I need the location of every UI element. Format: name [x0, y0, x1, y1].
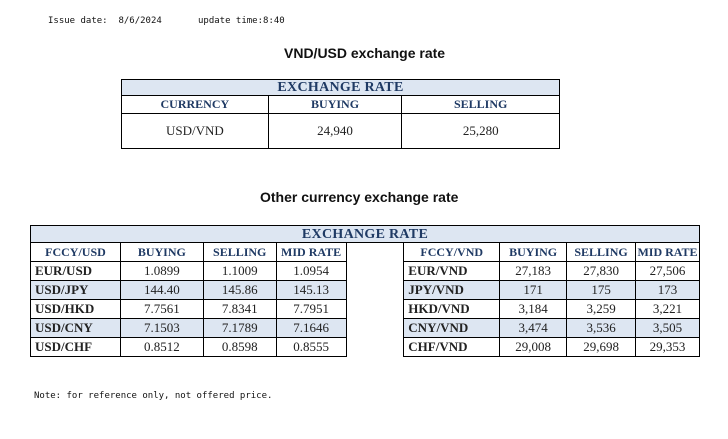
vnd-usd-title: VND/USD exchange rate [284, 45, 446, 61]
pair-cell: EUR/VND [403, 261, 501, 281]
pair-cell: HKD/VND [403, 299, 501, 319]
selling-cell: 7.1789 [202, 318, 277, 338]
buying-cell: 27,183 [499, 261, 568, 281]
mid-rate-cell: 0.8555 [275, 337, 347, 357]
col-left-buying: BUYING [119, 242, 204, 262]
table-row: USD/HKD 7.7561 7.8341 7.7951 HKD/VND 3,1… [30, 299, 700, 319]
other-rate-title: Other currency exchange rate [260, 189, 459, 205]
usd-vnd-selling: 25,280 [401, 113, 560, 149]
mid-rate-cell: 3,221 [635, 299, 700, 319]
selling-cell: 175 [566, 280, 637, 300]
pair-cell: EUR/USD [30, 261, 121, 281]
selling-cell: 29,698 [566, 337, 637, 357]
col-selling: SELLING [401, 95, 560, 114]
pair-cell: USD/CHF [30, 337, 121, 357]
mid-rate-cell: 29,353 [635, 337, 700, 357]
col-right-buying: BUYING [499, 242, 568, 262]
col-right-mid-rate: MID RATE [635, 242, 700, 262]
buying-cell: 7.1503 [119, 318, 204, 338]
mid-rate-cell: 3,505 [635, 318, 700, 338]
usd-vnd-buying: 24,940 [267, 113, 403, 149]
col-fccy-vnd: FCCY/VND [403, 242, 501, 262]
selling-cell: 27,830 [566, 261, 637, 281]
mid-rate-cell: 1.0954 [275, 261, 347, 281]
vnd-usd-table-title: EXCHANGE RATE [121, 79, 560, 96]
buying-cell: 0.8512 [119, 337, 204, 357]
mid-rate-cell: 173 [635, 280, 700, 300]
table-spacer [345, 242, 405, 357]
usd-vnd-currency: USD/VND [121, 113, 269, 149]
selling-cell: 1.1009 [202, 261, 277, 281]
selling-cell: 7.8341 [202, 299, 277, 319]
col-left-selling: SELLING [202, 242, 277, 262]
buying-cell: 171 [499, 280, 568, 300]
selling-cell: 3,259 [566, 299, 637, 319]
issue-date: Issue date: 8/6/2024 [48, 16, 162, 26]
col-buying: BUYING [267, 95, 403, 114]
table-row: USD/CHF 0.8512 0.8598 0.8555 CHF/VND 29,… [30, 337, 700, 357]
pair-cell: CHF/VND [403, 337, 501, 357]
other-rate-table: EXCHANGE RATE FCCY/USD BUYING SELLING MI… [30, 225, 700, 357]
mid-rate-cell: 27,506 [635, 261, 700, 281]
pair-cell: CNY/VND [403, 318, 501, 338]
selling-cell: 0.8598 [202, 337, 277, 357]
mid-rate-cell: 145.13 [275, 280, 347, 300]
col-left-mid-rate: MID RATE [275, 242, 347, 262]
buying-cell: 29,008 [499, 337, 568, 357]
col-currency: CURRENCY [121, 95, 269, 114]
buying-cell: 144.40 [119, 280, 204, 300]
pair-cell: USD/HKD [30, 299, 121, 319]
pair-cell: JPY/VND [403, 280, 501, 300]
vnd-usd-table: EXCHANGE RATE CURRENCY BUYING SELLING US… [121, 79, 560, 149]
buying-cell: 1.0899 [119, 261, 204, 281]
buying-cell: 7.7561 [119, 299, 204, 319]
selling-cell: 145.86 [202, 280, 277, 300]
mid-rate-cell: 7.1646 [275, 318, 347, 338]
update-time: update time:8:40 [198, 16, 285, 26]
col-fccy-usd: FCCY/USD [30, 242, 121, 262]
table-row: USD/CNY 7.1503 7.1789 7.1646 CNY/VND 3,4… [30, 318, 700, 338]
other-table-title: EXCHANGE RATE [30, 225, 700, 243]
buying-cell: 3,184 [499, 299, 568, 319]
disclaimer-note: Note: for reference only, not offered pr… [34, 391, 273, 401]
buying-cell: 3,474 [499, 318, 568, 338]
pair-cell: USD/CNY [30, 318, 121, 338]
table-row: EUR/USD 1.0899 1.1009 1.0954 EUR/VND 27,… [30, 261, 700, 281]
col-right-selling: SELLING [566, 242, 637, 262]
pair-cell: USD/JPY [30, 280, 121, 300]
selling-cell: 3,536 [566, 318, 637, 338]
mid-rate-cell: 7.7951 [275, 299, 347, 319]
table-row: USD/JPY 144.40 145.86 145.13 JPY/VND 171… [30, 280, 700, 300]
